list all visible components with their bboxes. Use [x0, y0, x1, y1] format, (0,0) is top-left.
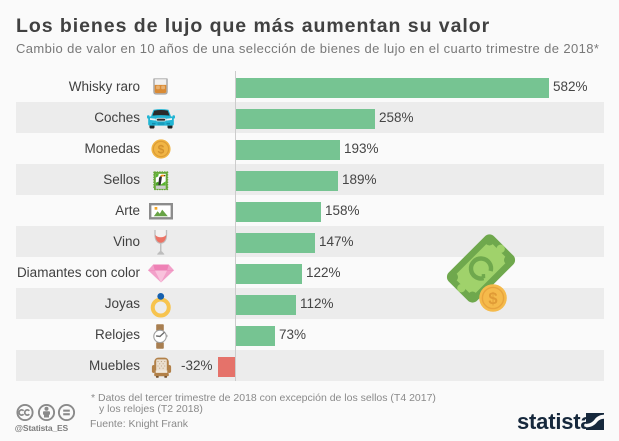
svg-text:$: $ [158, 142, 165, 156]
svg-text:$: $ [488, 290, 497, 308]
